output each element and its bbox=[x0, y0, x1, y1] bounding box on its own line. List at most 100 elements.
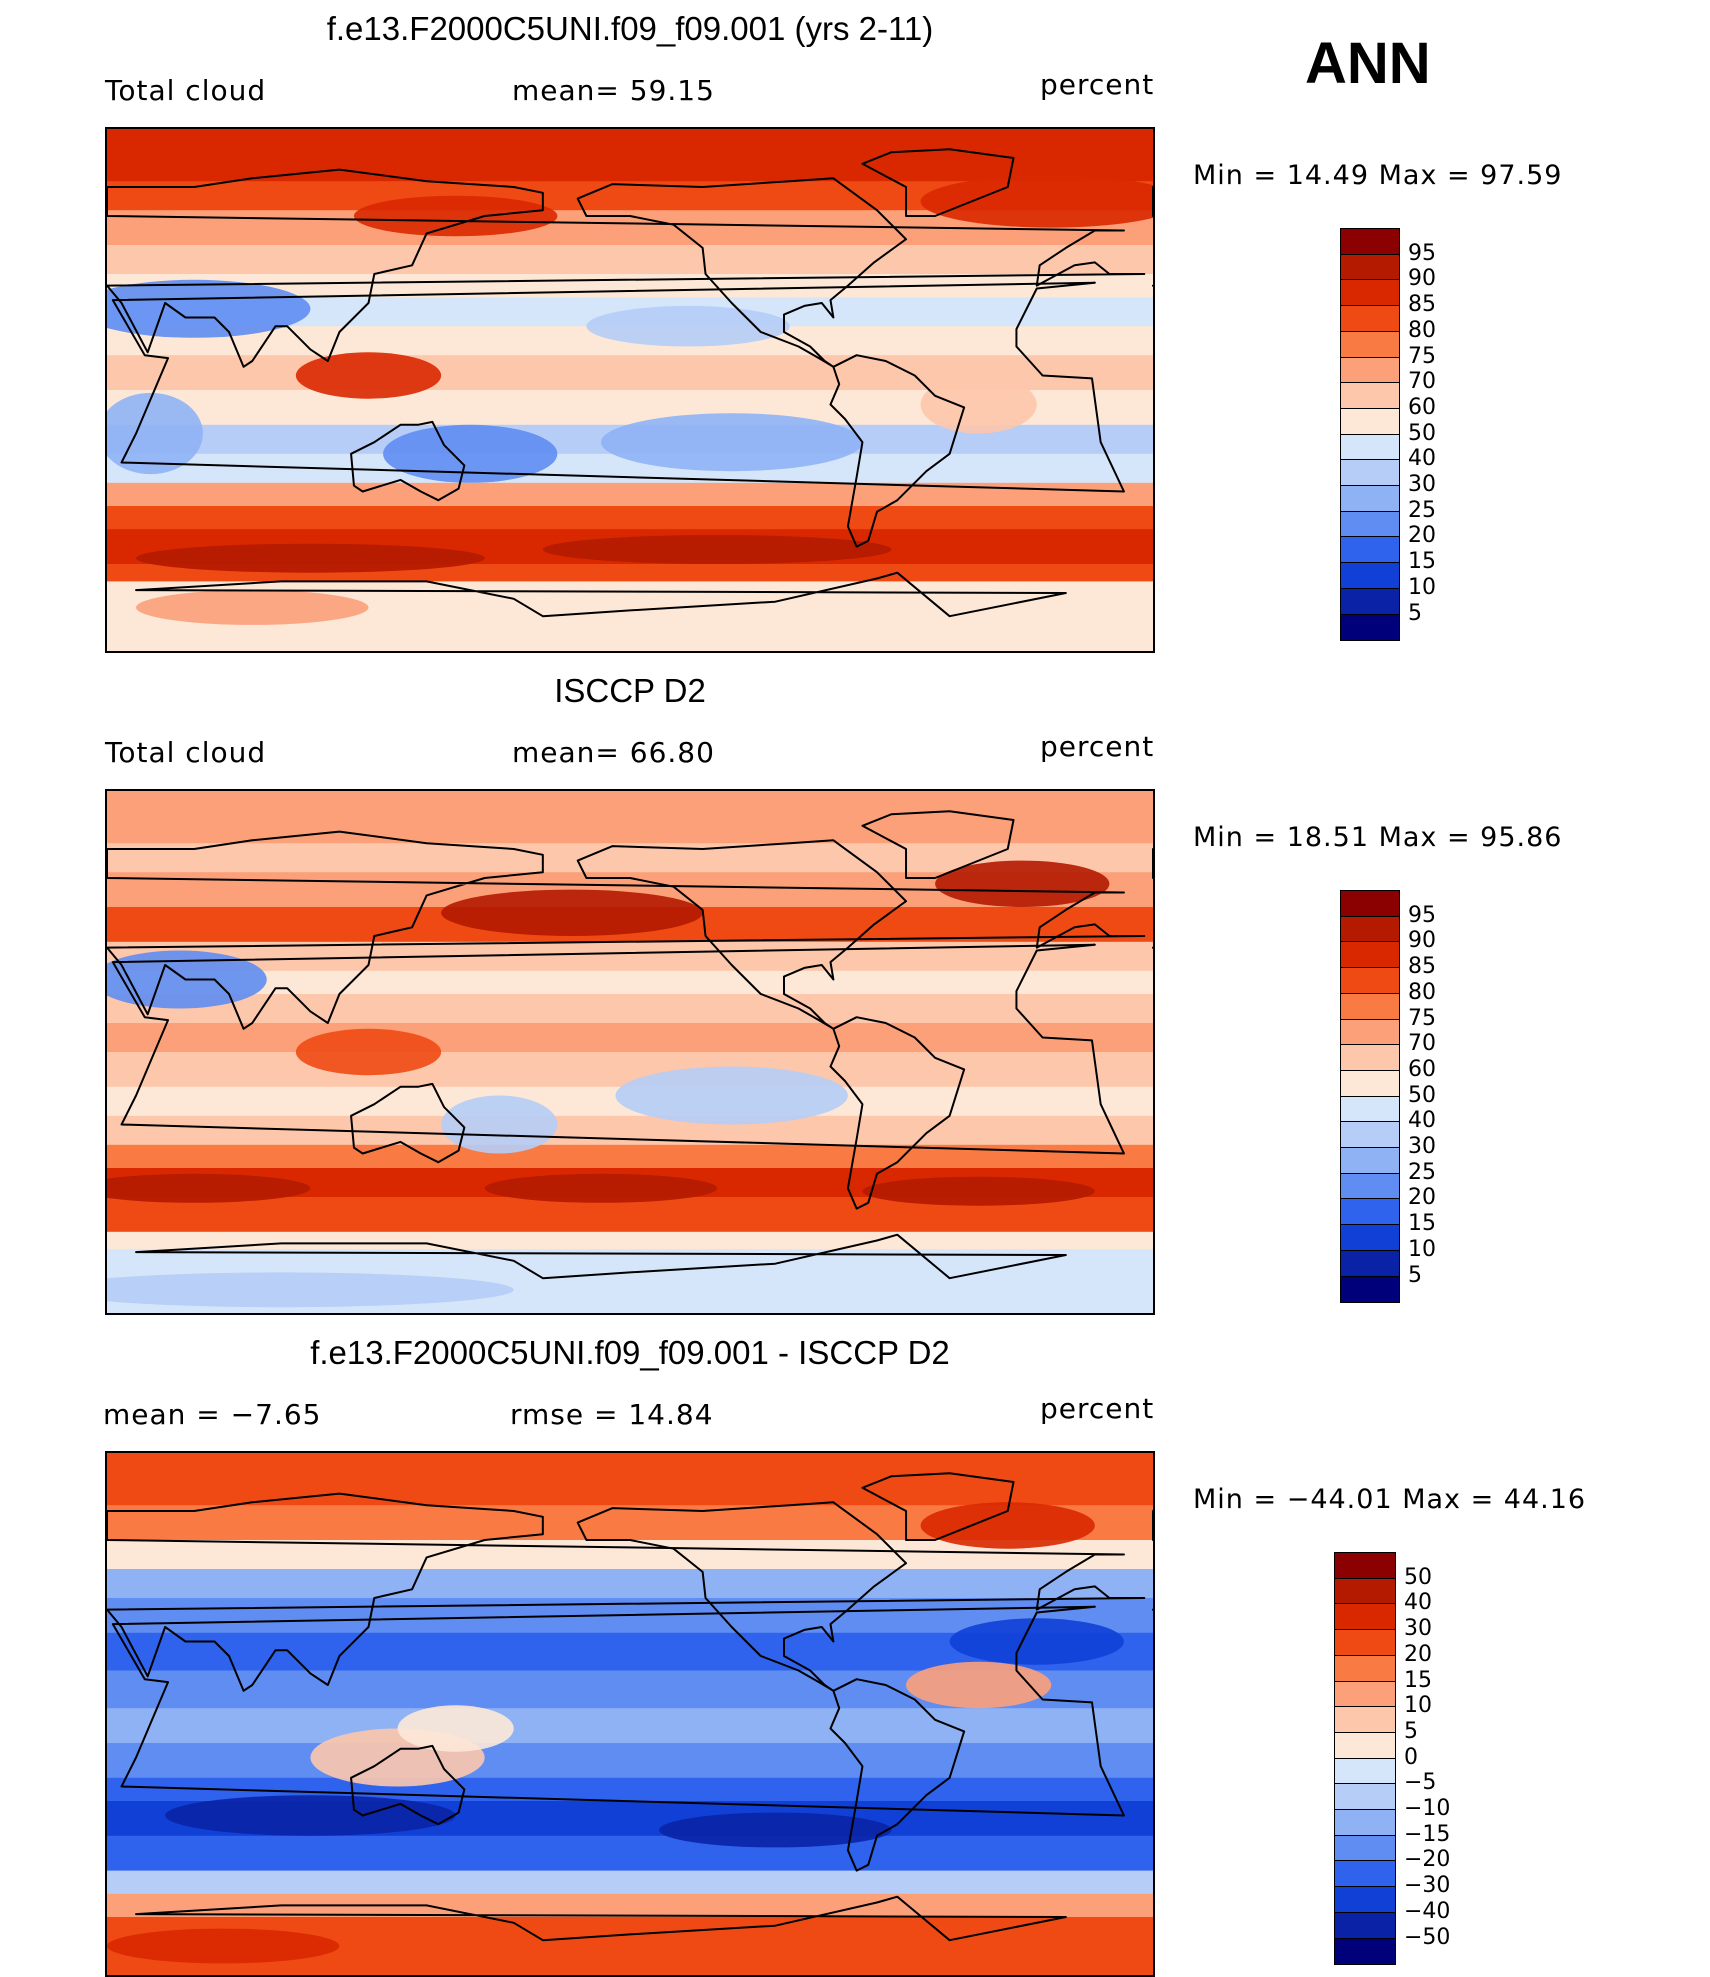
panel2-minmax: Min = 18.51 Max = 95.86 bbox=[1193, 822, 1563, 853]
colorbar-tick-label: −30 bbox=[1404, 1873, 1451, 1899]
coastline bbox=[861, 810, 1015, 879]
colorbar-tick-label: 75 bbox=[1408, 1005, 1436, 1031]
coastline bbox=[350, 1744, 466, 1826]
coastline bbox=[350, 420, 466, 502]
colorbar-swatch bbox=[1340, 1095, 1400, 1123]
field-band bbox=[107, 1569, 1153, 1599]
field-feature bbox=[920, 175, 1153, 228]
colorbar-swatch bbox=[1340, 1121, 1400, 1149]
coastline bbox=[350, 1082, 466, 1164]
colorbar-tick-label: 60 bbox=[1408, 1056, 1436, 1082]
colorbar-swatch bbox=[1334, 1757, 1396, 1785]
coastline bbox=[135, 1233, 1067, 1280]
field-band bbox=[107, 1870, 1153, 1895]
colorbar-swatch bbox=[1334, 1886, 1396, 1914]
colorbar-swatch bbox=[1340, 485, 1400, 513]
colorbar-swatch bbox=[1334, 1706, 1396, 1734]
colorbar-tick-label: 20 bbox=[1408, 1185, 1436, 1211]
colorbar-swatch bbox=[1340, 613, 1400, 641]
colorbar-tick-label: 20 bbox=[1408, 523, 1436, 549]
field-feature bbox=[136, 543, 485, 573]
field-feature bbox=[600, 413, 863, 472]
field-band bbox=[107, 1115, 1153, 1146]
colorbar-swatch bbox=[1340, 1275, 1400, 1303]
field-feature bbox=[862, 1176, 1095, 1206]
coastline bbox=[861, 1472, 1015, 1541]
colorbar-swatch bbox=[1340, 992, 1400, 1020]
colorbar-tick-label: 25 bbox=[1408, 1159, 1436, 1185]
season-label: ANN bbox=[1305, 31, 1431, 96]
colorbar-tick-label: 95 bbox=[1408, 902, 1436, 928]
colorbar-tick-label: 95 bbox=[1408, 240, 1436, 266]
colorbar-tick-label: 50 bbox=[1404, 1564, 1432, 1590]
field-feature bbox=[136, 590, 369, 625]
colorbar-swatch bbox=[1340, 587, 1400, 615]
field-feature bbox=[397, 1705, 514, 1752]
panel1-units-label: percent bbox=[1040, 68, 1155, 101]
colorbar-tick-label: 5 bbox=[1408, 1262, 1422, 1288]
colorbar-swatch bbox=[1340, 1198, 1400, 1226]
panel1-variable-label: Total cloud bbox=[105, 74, 267, 107]
colorbar-tick-label: 85 bbox=[1408, 292, 1436, 318]
colorbar-tick-label: 15 bbox=[1404, 1667, 1432, 1693]
colorbar-tick-label: 10 bbox=[1404, 1693, 1432, 1719]
panel3-units-label: percent bbox=[1040, 1392, 1155, 1425]
colorbar-tick-label: 80 bbox=[1408, 979, 1436, 1005]
colorbar-swatch bbox=[1334, 1731, 1396, 1760]
colorbar-swatch bbox=[1340, 510, 1400, 538]
panel1-minmax: Min = 14.49 Max = 97.59 bbox=[1193, 160, 1563, 191]
field-feature bbox=[383, 424, 558, 483]
colorbar-swatch bbox=[1340, 356, 1400, 384]
field-band bbox=[107, 482, 1153, 507]
coastline bbox=[829, 354, 966, 548]
coastline bbox=[107, 830, 1146, 1030]
colorbar-tick-label: 50 bbox=[1408, 420, 1436, 446]
colorbar-swatch bbox=[1340, 1069, 1400, 1098]
colorbar-tick-label: 0 bbox=[1404, 1744, 1418, 1770]
field-feature bbox=[107, 392, 203, 475]
colorbar-tick-label: 50 bbox=[1408, 1082, 1436, 1108]
field-feature bbox=[949, 1618, 1124, 1665]
colorbar-swatch bbox=[1334, 1809, 1396, 1837]
colorbar-tick-label: 25 bbox=[1408, 497, 1436, 523]
field-feature bbox=[906, 1661, 1052, 1709]
field-feature bbox=[484, 1173, 718, 1203]
panel2-map bbox=[105, 789, 1155, 1315]
field-band bbox=[107, 129, 1153, 183]
field-feature bbox=[353, 195, 558, 237]
colorbar-swatch bbox=[1340, 967, 1400, 995]
field-band bbox=[107, 994, 1153, 1024]
colorbar-swatch bbox=[1340, 1044, 1400, 1072]
colorbar-swatch bbox=[1340, 890, 1400, 918]
field-feature bbox=[542, 535, 892, 564]
colorbar-swatch bbox=[1334, 1937, 1396, 1965]
panel2-variable-label: Total cloud bbox=[105, 736, 267, 769]
panel1-map bbox=[105, 127, 1155, 653]
colorbar-swatch bbox=[1340, 382, 1400, 410]
colorbar-swatch bbox=[1340, 433, 1400, 461]
coastline bbox=[111, 1605, 1125, 1817]
colorbar-swatch bbox=[1340, 1249, 1400, 1277]
colorbar-swatch bbox=[1340, 253, 1400, 281]
field-band bbox=[107, 1708, 1153, 1744]
coastline bbox=[861, 148, 1015, 217]
field-feature bbox=[920, 375, 1037, 434]
coastline bbox=[135, 571, 1067, 618]
colorbar-swatch bbox=[1340, 1224, 1400, 1252]
colorbar-tick-label: 5 bbox=[1404, 1718, 1418, 1744]
coastline bbox=[576, 177, 908, 368]
coastline bbox=[111, 281, 1125, 493]
field-feature bbox=[295, 1028, 442, 1076]
field-feature bbox=[615, 1066, 848, 1125]
colorbar-swatch bbox=[1340, 407, 1400, 436]
panel3-mean-label: mean = −7.65 bbox=[103, 1398, 322, 1431]
field-band bbox=[107, 970, 1153, 995]
colorbar-tick-label: 40 bbox=[1408, 1108, 1436, 1134]
colorbar-swatch bbox=[1340, 941, 1400, 969]
field-feature bbox=[441, 889, 703, 936]
colorbar-swatch bbox=[1340, 279, 1400, 307]
field-band bbox=[107, 245, 1153, 275]
field-band bbox=[107, 1231, 1153, 1251]
colorbar-tick-label: 40 bbox=[1408, 446, 1436, 472]
colorbar-swatch bbox=[1340, 1172, 1400, 1200]
